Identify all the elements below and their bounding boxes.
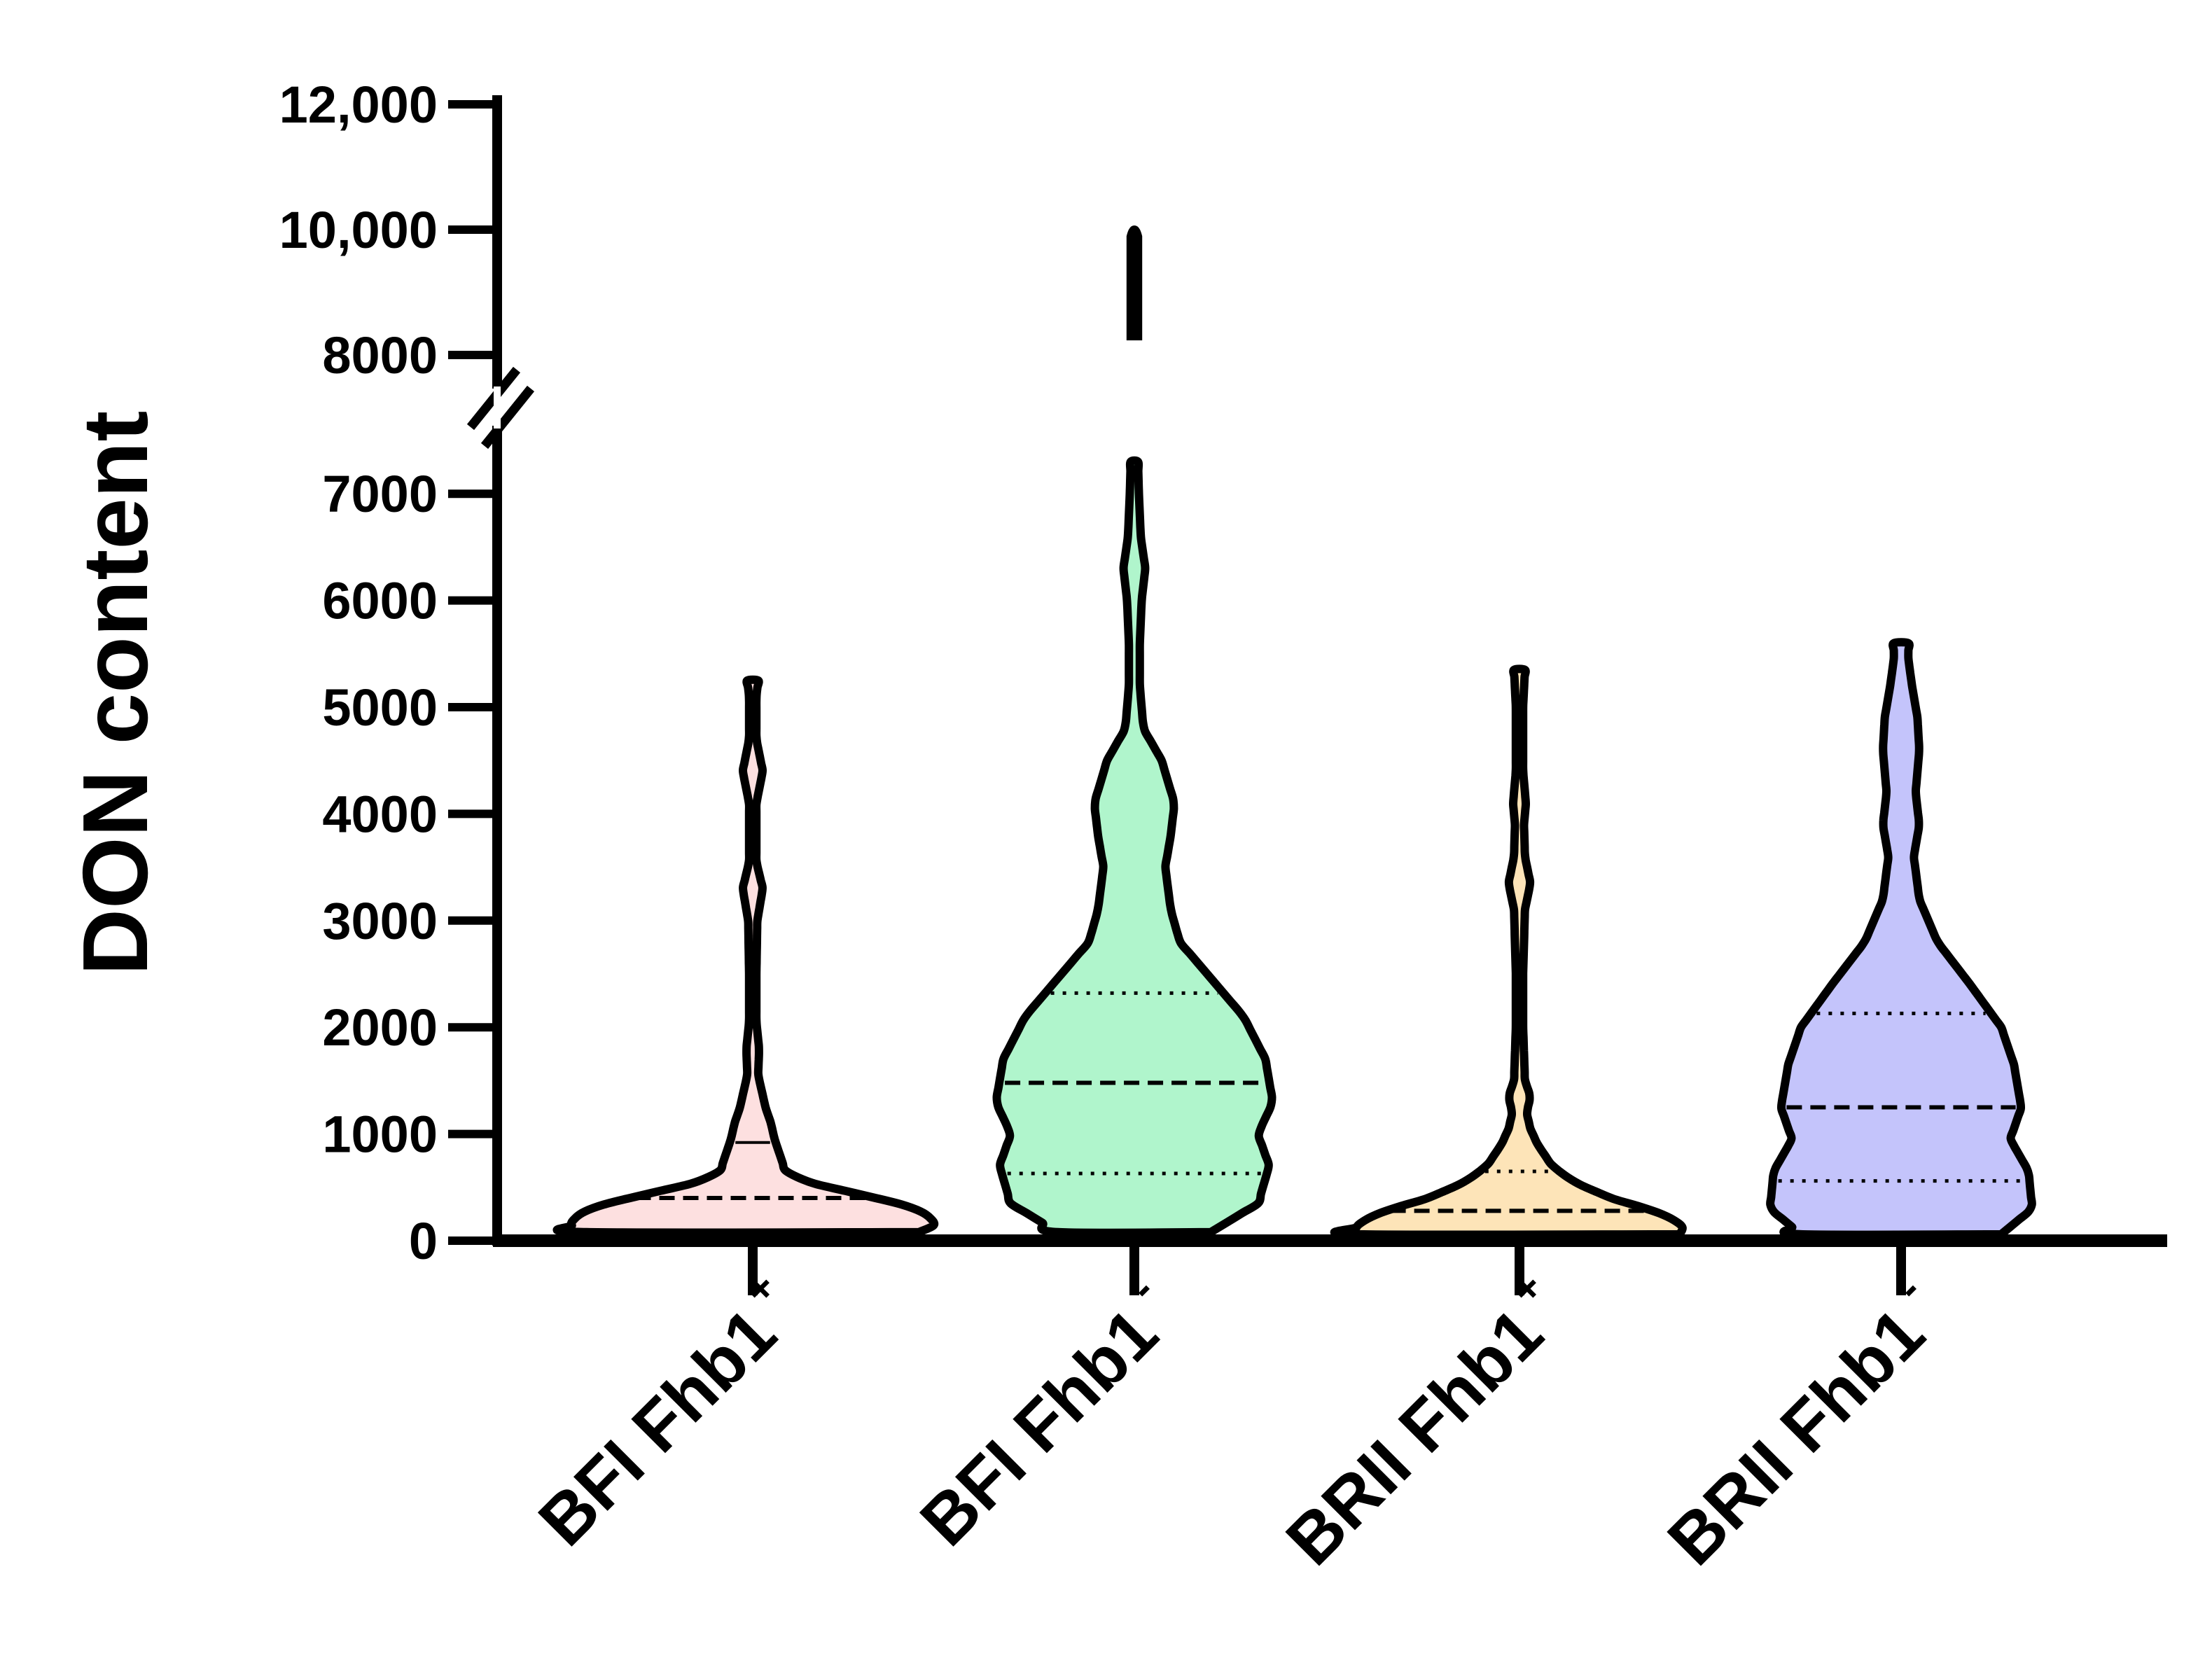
y-tick-label: 12,000 xyxy=(279,76,438,134)
y-tick-label: 5000 xyxy=(322,678,438,737)
violins-layer xyxy=(552,225,2036,1239)
x-tick-label-group: BRII Fhb1- xyxy=(1653,1267,1940,1580)
y-axis-label: DON content xyxy=(64,411,167,976)
violin-body xyxy=(992,456,1277,1237)
axis-break-mark-2 xyxy=(480,385,535,450)
y-tick-label: 0 xyxy=(409,1212,438,1270)
y-tick-label: 2000 xyxy=(322,998,438,1057)
violin-3 xyxy=(1330,664,1687,1239)
y-tick-label: 1000 xyxy=(322,1106,438,1164)
violin-body xyxy=(1766,638,2036,1239)
x-tick-label-group: BFI Fhb1- xyxy=(905,1267,1173,1561)
y-tick-label: 8000 xyxy=(322,326,438,384)
y-ticks: 0 1000 2000 3000 4000 5000 6000 7000 8000 10,000 1… xyxy=(279,76,497,1270)
x-ticks: BFI Fhb1+ BFI Fhb1- BRII Fhb1+ BRII Fhb1- xyxy=(524,1241,1940,1580)
x-tick-label: BRII Fhb1 xyxy=(1272,1294,1558,1580)
violin-4 xyxy=(1766,638,2036,1239)
violin-1 xyxy=(552,675,939,1237)
y-tick-label: 10,000 xyxy=(279,201,438,259)
violin-body xyxy=(552,675,939,1237)
x-tick-label: BRII Fhb1 xyxy=(1653,1294,1940,1580)
violin-body xyxy=(1330,664,1687,1239)
x-tick-label-group: BFI Fhb1+ xyxy=(524,1263,791,1561)
y-tick-label: 3000 xyxy=(322,892,438,950)
violin-2 xyxy=(992,225,1277,1237)
y-tick-label: 6000 xyxy=(322,572,438,630)
x-tick-label: BFI Fhb1 xyxy=(524,1294,791,1561)
axes-layer xyxy=(466,95,2167,1247)
x-tick-label: BFI Fhb1 xyxy=(905,1294,1173,1561)
y-tick-label: 4000 xyxy=(322,785,438,843)
violin-upper-segment xyxy=(1126,225,1143,341)
x-tick-label-group: BRII Fhb1+ xyxy=(1272,1263,1558,1580)
y-tick-label: 7000 xyxy=(322,465,438,523)
